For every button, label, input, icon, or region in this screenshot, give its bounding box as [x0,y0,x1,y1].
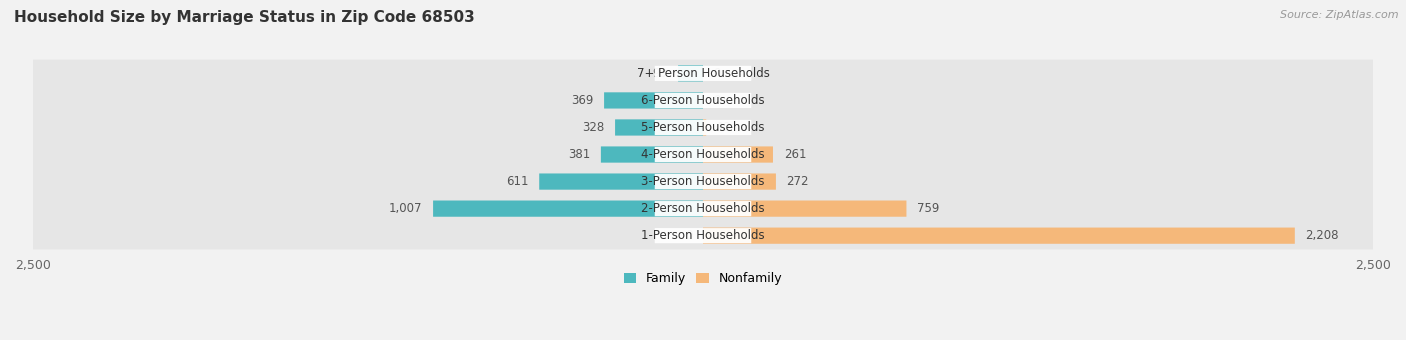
FancyBboxPatch shape [655,201,751,216]
Text: 0: 0 [714,67,721,80]
FancyBboxPatch shape [433,201,703,217]
Text: 261: 261 [783,148,806,161]
Text: 6-Person Households: 6-Person Households [641,94,765,107]
FancyBboxPatch shape [25,114,1381,141]
FancyBboxPatch shape [655,93,751,108]
Text: Household Size by Marriage Status in Zip Code 68503: Household Size by Marriage Status in Zip… [14,10,475,25]
Text: 369: 369 [571,94,593,107]
FancyBboxPatch shape [655,147,751,162]
Text: 381: 381 [568,148,591,161]
Text: 4-Person Households: 4-Person Households [641,148,765,161]
Text: 5-Person Households: 5-Person Households [641,121,765,134]
FancyBboxPatch shape [25,141,1381,168]
Text: 1,007: 1,007 [389,202,422,215]
Text: 2,208: 2,208 [1306,229,1339,242]
FancyBboxPatch shape [605,92,703,108]
Text: 1-Person Households: 1-Person Households [641,229,765,242]
Text: Source: ZipAtlas.com: Source: ZipAtlas.com [1281,10,1399,20]
FancyBboxPatch shape [703,201,907,217]
FancyBboxPatch shape [703,147,773,163]
Text: 7+ Person Households: 7+ Person Households [637,67,769,80]
FancyBboxPatch shape [25,87,1381,114]
Text: 0: 0 [685,229,692,242]
FancyBboxPatch shape [703,119,706,136]
FancyBboxPatch shape [540,173,703,190]
Text: 93: 93 [652,67,668,80]
FancyBboxPatch shape [25,222,1381,250]
FancyBboxPatch shape [655,174,751,189]
FancyBboxPatch shape [655,228,751,243]
Text: 3-Person Households: 3-Person Households [641,175,765,188]
FancyBboxPatch shape [703,227,1295,244]
Text: 272: 272 [786,175,808,188]
Legend: Family, Nonfamily: Family, Nonfamily [619,268,787,290]
FancyBboxPatch shape [614,119,703,136]
FancyBboxPatch shape [655,120,751,135]
Text: 611: 611 [506,175,529,188]
Text: 759: 759 [917,202,939,215]
FancyBboxPatch shape [655,66,751,81]
Text: 12: 12 [717,121,733,134]
FancyBboxPatch shape [25,168,1381,196]
Text: 0: 0 [714,94,721,107]
Text: 328: 328 [582,121,605,134]
FancyBboxPatch shape [600,147,703,163]
Text: 2-Person Households: 2-Person Households [641,202,765,215]
FancyBboxPatch shape [25,59,1381,87]
FancyBboxPatch shape [703,173,776,190]
FancyBboxPatch shape [25,195,1381,222]
FancyBboxPatch shape [678,65,703,82]
